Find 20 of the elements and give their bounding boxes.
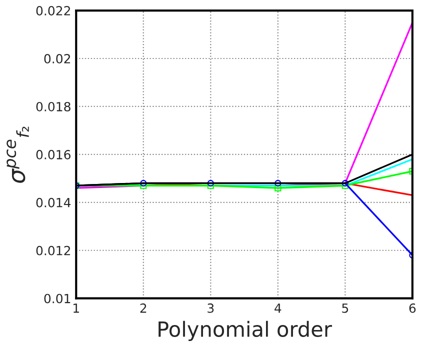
point bbox=[140, 180, 147, 187]
x-axis-title: Polynomial order bbox=[158, 320, 332, 342]
x-tick-label: 6 bbox=[409, 303, 416, 313]
point bbox=[274, 184, 282, 192]
y-axis-title: σ$^{pce}$$_{f₂}$ bbox=[6, 126, 29, 183]
y-tick-label: 0.012 bbox=[36, 246, 70, 256]
point bbox=[274, 180, 282, 187]
y-tick-label: 0.01 bbox=[44, 294, 70, 304]
point bbox=[342, 180, 348, 187]
point bbox=[207, 180, 214, 187]
x-tick-label: 4 bbox=[274, 304, 282, 313]
x-tick-label: 2 bbox=[140, 303, 146, 313]
y-tick-label: 0.022 bbox=[36, 6, 70, 16]
y-tick-label: 0.014 bbox=[36, 198, 71, 208]
x-tick-label: 3 bbox=[208, 303, 214, 313]
y-tick-label: 0.02 bbox=[44, 54, 70, 64]
y-tick-label: 0.016 bbox=[36, 150, 70, 160]
y-tick-label: 0.018 bbox=[36, 102, 70, 112]
x-tick-label: 5 bbox=[342, 304, 348, 313]
x-tick-label: 1 bbox=[74, 304, 79, 313]
